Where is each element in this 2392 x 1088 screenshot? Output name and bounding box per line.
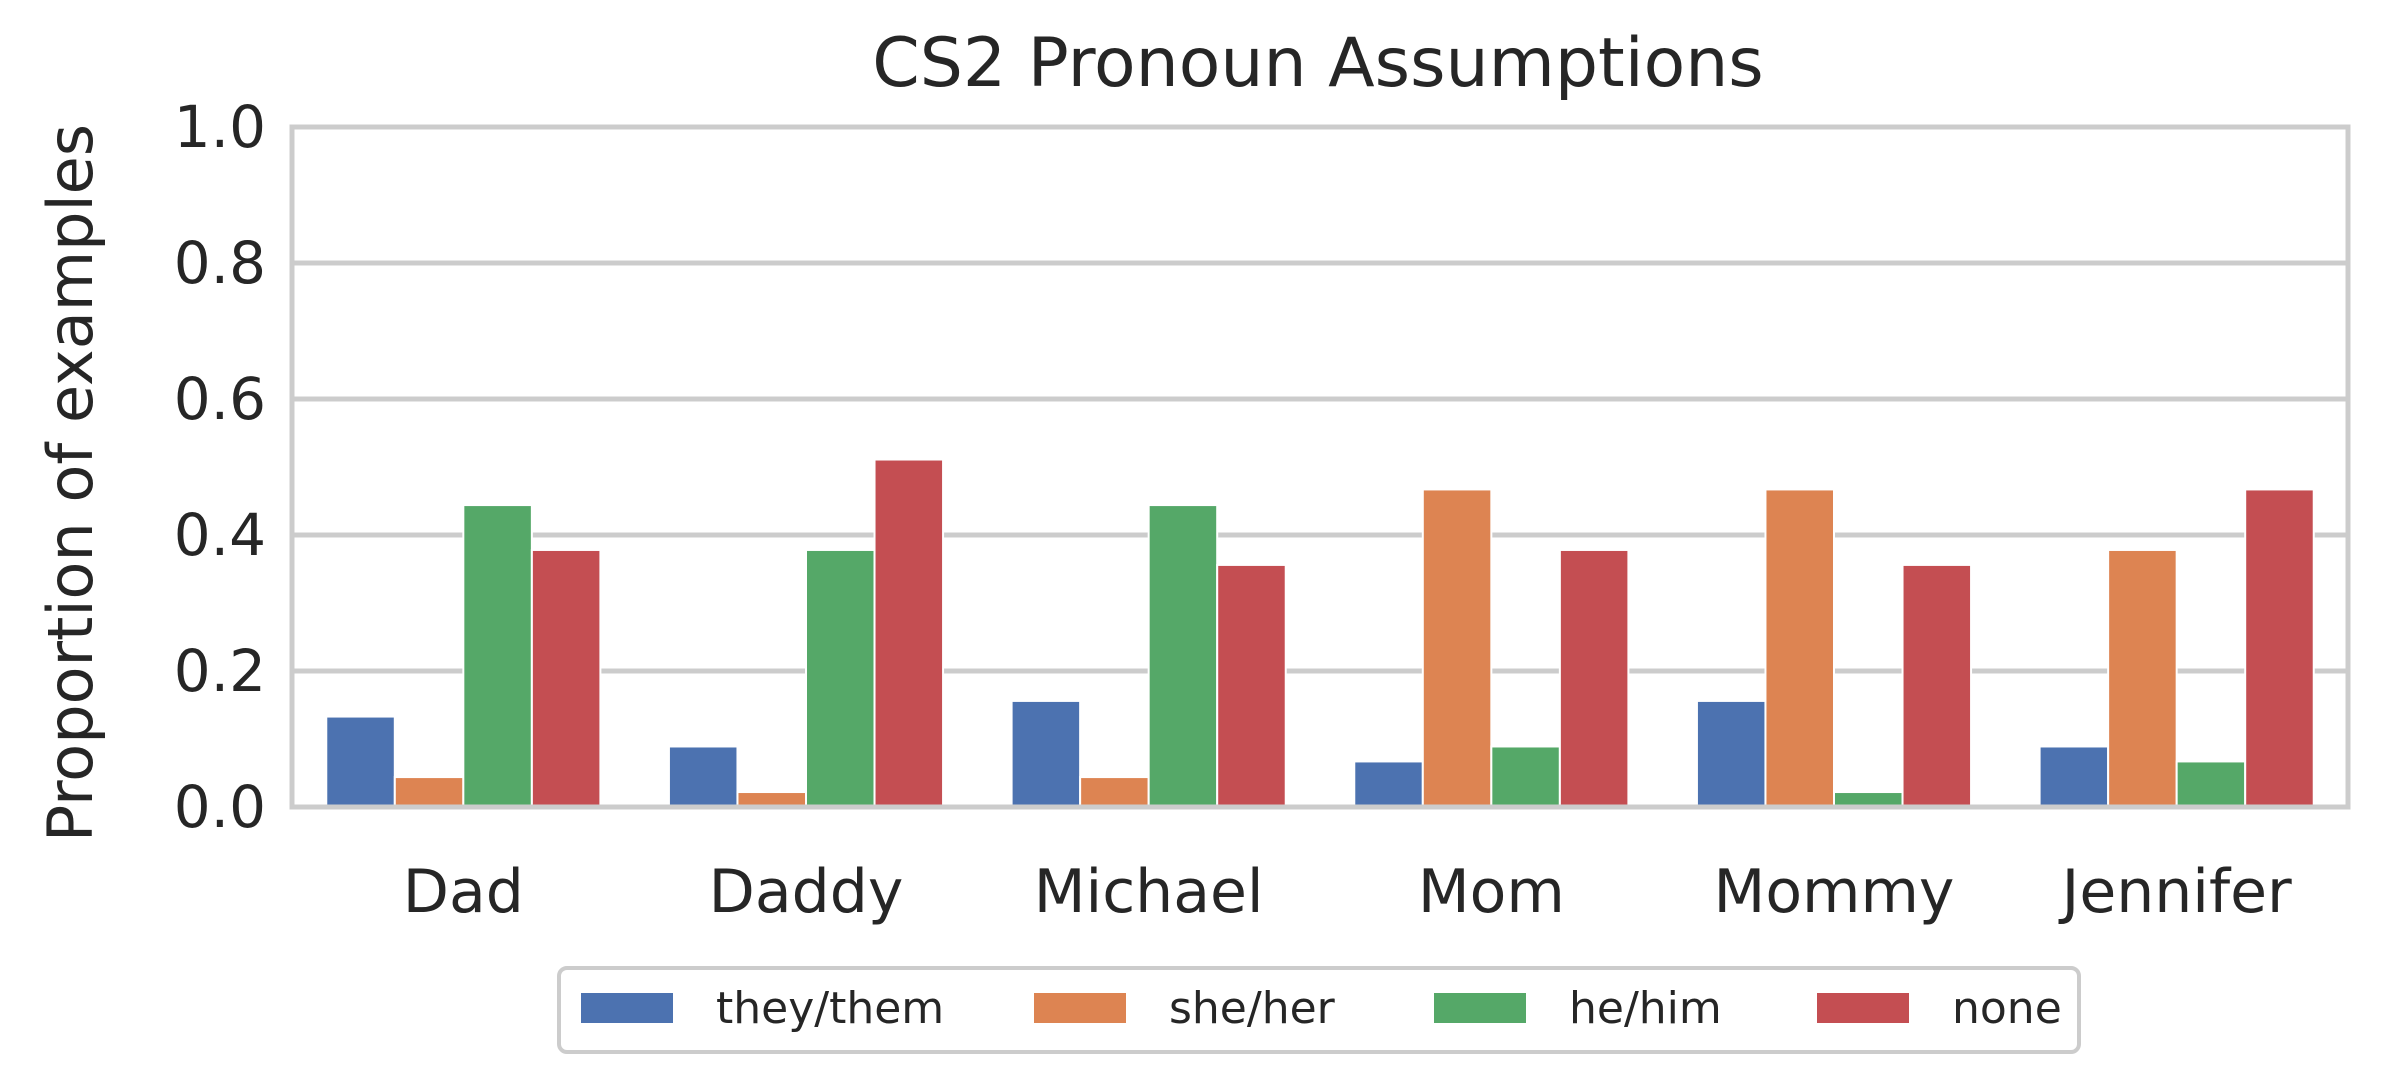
plot-frame [289, 124, 2351, 810]
legend-swatch [1817, 993, 1909, 1023]
y-tick-label: 1.0 [174, 93, 266, 161]
bar-jennifer-he-him [2175, 760, 2247, 809]
bar-dad-none [530, 548, 602, 809]
legend-swatch [1034, 993, 1126, 1023]
bar-dad-they-them [325, 715, 396, 808]
x-category-label: Mommy [1714, 857, 1955, 927]
y-tick-label: 0.2 [174, 637, 266, 705]
legend-swatch [581, 993, 673, 1023]
x-category-label: Daddy [709, 857, 904, 927]
x-category-label: Mom [1418, 857, 1565, 927]
y-tick-label: 0.0 [174, 773, 266, 841]
legend-swatch [1434, 993, 1526, 1023]
bar-mom-they-them [1353, 760, 1424, 809]
x-category-label: Michael [1034, 857, 1264, 927]
bar-michael-she-her [1079, 776, 1150, 809]
y-tick-label: 0.8 [174, 229, 266, 297]
bar-daddy-they-them [667, 745, 739, 808]
x-axis-categories: Dad Daddy Michael Mom Mommy Jennifer [403, 857, 2292, 927]
y-tick-label: 0.6 [174, 365, 266, 433]
bar-daddy-none [873, 458, 945, 808]
legend-label: she/her [1169, 983, 1336, 1034]
bar-jennifer-they-them [2038, 745, 2110, 808]
bar-dad-he-him [462, 504, 533, 808]
bar-mommy-none [1901, 563, 1973, 808]
bars [325, 458, 2315, 809]
y-tick-label: 0.4 [174, 501, 266, 569]
bar-michael-he-him [1147, 504, 1219, 808]
bar-michael-none [1216, 563, 1287, 808]
bar-michael-they-them [1010, 699, 1082, 808]
x-category-label: Jennifer [2058, 857, 2292, 927]
bar-jennifer-none [2244, 488, 2315, 808]
y-axis-label: Proportion of examples [34, 124, 107, 842]
legend: they/them she/her he/him none [557, 966, 2081, 1054]
legend-label: they/them [716, 983, 944, 1034]
legend-box [557, 966, 2081, 1054]
legend-label: he/him [1569, 983, 1722, 1034]
legend-label: none [1952, 983, 2062, 1034]
bar-dad-she-her [393, 776, 465, 809]
bar-daddy-he-him [805, 548, 876, 809]
bar-mom-she-her [1421, 488, 1493, 808]
x-category-label: Dad [403, 857, 524, 927]
bar-jennifer-she-her [2107, 548, 2178, 809]
bar-mom-none [1558, 548, 1630, 809]
bar-mommy-she-her [1764, 488, 1836, 808]
bar-mom-he-him [1490, 745, 1561, 808]
bar-mommy-they-them [1695, 699, 1767, 808]
y-axis-ticks: 0.0 0.2 0.4 0.6 0.8 1.0 [174, 93, 266, 841]
chart-title: CS2 Pronoun Assumptions [872, 24, 1763, 103]
